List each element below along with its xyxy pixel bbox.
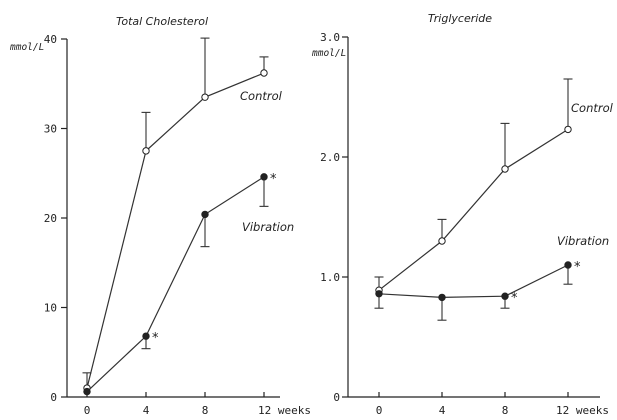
significance-mark: * [152,331,159,346]
control-point [564,125,572,134]
control-error-bar [500,122,510,169]
y-tick-label: 0 [333,391,340,404]
x-tick-marks [86,392,265,397]
y-tick-labels: 0 1.0 2.0 3.0 [320,31,340,404]
control-point [438,237,446,245]
vibration-point [501,292,509,300]
y-tick-label: 40 [44,33,57,46]
vibration-line [86,176,265,393]
control-point [201,93,209,101]
significance-mark: * [511,291,518,306]
x-tick-label: 8 [202,404,209,417]
x-tick-label: 12 weeks [556,404,609,417]
y-axis-unit: mmol/L [311,48,346,59]
chart-title: Triglyceride [428,12,492,25]
plot-marks: ** [374,78,581,321]
control-point [260,69,268,77]
vibration-point [438,293,446,302]
x-tick-label: 12 weeks [258,404,311,417]
panel-total-cholesterol: Total Cholesterol mmol/L 0 10 20 30 40 0… [9,15,311,417]
x-tick-label: 4 [439,404,446,417]
significance-mark: * [270,172,277,187]
x-tick-label: 4 [143,404,150,417]
control-error-bar [141,111,151,151]
series-label-control: Control [240,89,283,103]
vibration-point [260,173,268,181]
control-error-bar [200,37,210,98]
y-tick-label: 10 [44,302,57,315]
y-tick-label: 2.0 [320,151,340,164]
y-tick-label: 30 [44,123,57,136]
vibration-point [142,332,150,340]
x-tick-label: 0 [84,404,91,417]
panel-triglyceride: Triglyceride mmol/L 0 1.0 2.0 3.0 0 4 8 … [311,12,614,417]
x-tick-label: 0 [376,404,383,417]
chart-title: Total Cholesterol [116,15,208,28]
y-tick-marks [342,36,348,398]
vibration-point [83,387,91,396]
control-point [142,147,150,155]
x-tick-labels: 0 4 8 12 weeks [84,404,311,417]
vibration-point [201,210,209,219]
plot-marks: ** [82,37,277,396]
y-tick-label: 20 [44,212,57,225]
y-tick-label: 1.0 [320,271,340,284]
vibration-error-bar [259,176,269,207]
y-tick-marks [61,38,67,398]
x-tick-marks [378,392,569,397]
x-tick-labels: 0 4 8 12 weeks [376,404,609,417]
control-error-bar [563,78,573,130]
y-axis-unit: mmol/L [9,42,44,53]
series-label-control: Control [571,101,614,115]
vibration-error-bar [200,214,210,248]
vibration-point [564,261,572,269]
significance-mark: * [574,260,581,275]
y-tick-label: 0 [50,391,57,404]
vibration-error-bar [437,297,447,321]
series-label-vibration: Vibration [557,234,609,248]
series-label-vibration: Vibration [242,220,294,234]
control-line [378,128,569,291]
control-line [86,72,265,389]
vibration-point [375,290,383,298]
vibration-line [378,264,569,299]
control-point [501,165,509,173]
x-tick-label: 8 [502,404,509,417]
y-tick-label: 3.0 [320,31,340,44]
y-tick-labels: 0 10 20 30 40 [44,33,57,404]
